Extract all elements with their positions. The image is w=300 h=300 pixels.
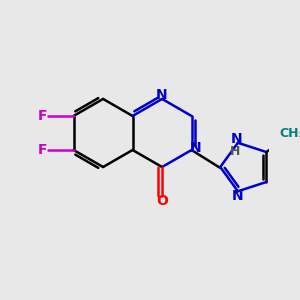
Text: F: F bbox=[38, 143, 47, 157]
Text: N: N bbox=[156, 88, 168, 102]
Text: F: F bbox=[38, 109, 47, 123]
Text: CH₃: CH₃ bbox=[279, 127, 300, 140]
Text: O: O bbox=[156, 194, 168, 208]
Text: N: N bbox=[232, 189, 244, 203]
Text: N: N bbox=[189, 141, 201, 155]
Text: N: N bbox=[230, 132, 242, 146]
Text: H: H bbox=[230, 145, 240, 158]
